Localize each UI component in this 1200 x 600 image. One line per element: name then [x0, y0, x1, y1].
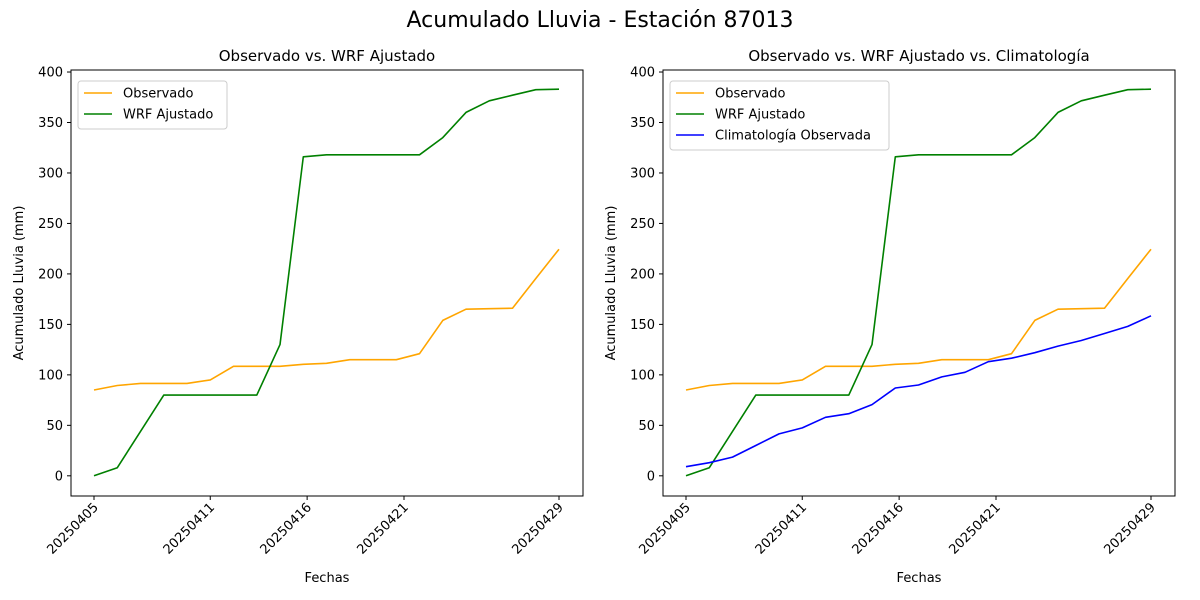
figure-title: Acumulado Lluvia - Estación 87013	[406, 8, 794, 33]
series-line-2	[685, 315, 1152, 468]
legend-label: Observado	[123, 87, 194, 102]
y-tick-label: 350	[38, 116, 63, 131]
legend-box	[77, 80, 228, 130]
y-tick-label: 150	[630, 318, 655, 333]
y-tick-label: 50	[638, 419, 655, 434]
x-tick-label: 20250405	[636, 500, 693, 557]
axes-frame	[662, 69, 1176, 497]
y-tick-label: 100	[630, 368, 655, 383]
x-tick-label: 20250411	[753, 500, 810, 557]
x-tick-label: 20250429	[1101, 500, 1158, 557]
y-tick-label: 400	[38, 66, 63, 81]
x-axis-label: Fechas	[305, 571, 350, 586]
subplot-title: Observado vs. WRF Ajustado vs. Climatolo…	[748, 47, 1089, 65]
y-tick-label: 300	[630, 166, 655, 181]
legend-label: WRF Ajustado	[123, 108, 213, 123]
y-tick-label: 250	[630, 217, 655, 232]
series-line-0	[685, 248, 1152, 391]
legend-label: WRF Ajustado	[715, 108, 805, 123]
y-tick-label: 250	[38, 217, 63, 232]
legend-label: Observado	[715, 87, 786, 102]
y-tick-label: 350	[630, 116, 655, 131]
y-tick-label: 150	[38, 318, 63, 333]
legend-box	[669, 80, 890, 151]
y-axis-label: Acumulado Lluvia (mm)	[12, 206, 27, 361]
y-tick-label: 0	[647, 469, 655, 484]
x-tick-label: 20250416	[850, 500, 907, 557]
series-line-1	[93, 88, 560, 477]
y-tick-label: 0	[55, 469, 63, 484]
axes-frame	[70, 69, 584, 497]
y-tick-label: 300	[38, 166, 63, 181]
legend-label: Climatología Observada	[715, 129, 871, 144]
y-tick-label: 200	[630, 267, 655, 282]
y-tick-label: 400	[630, 66, 655, 81]
y-axis-label: Acumulado Lluvia (mm)	[604, 206, 619, 361]
x-tick-label: 20250421	[946, 500, 1003, 557]
x-axis-label: Fechas	[897, 571, 942, 586]
series-line-0	[93, 248, 560, 391]
series-line-1	[685, 88, 1152, 477]
y-tick-label: 100	[38, 368, 63, 383]
subplot-title: Observado vs. WRF Ajustado	[219, 47, 435, 65]
y-tick-label: 50	[46, 419, 63, 434]
y-tick-label: 200	[38, 267, 63, 282]
